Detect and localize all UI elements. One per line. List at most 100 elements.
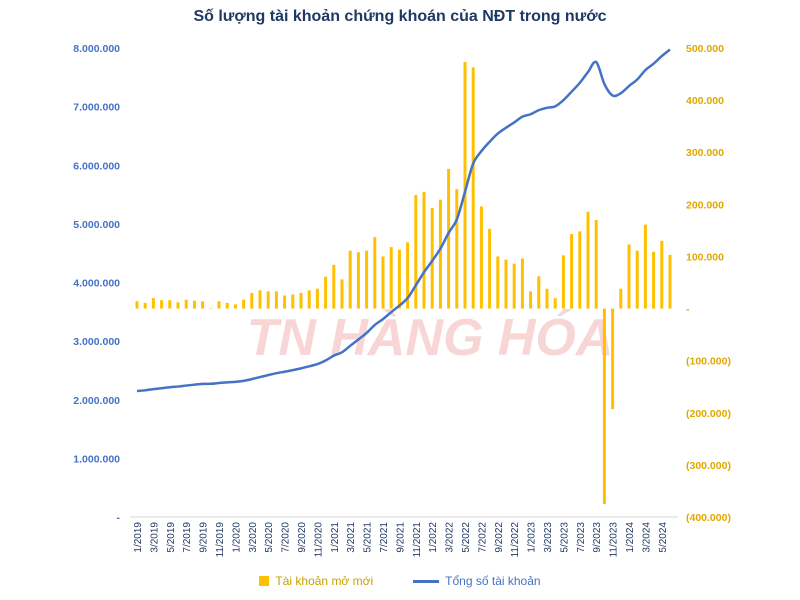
y-right-tick-label: 400.000 [686, 95, 724, 107]
y-right-tick-label: (400.000) [686, 512, 731, 524]
legend-swatch-bar [259, 576, 270, 586]
bar-new-accounts [422, 191, 426, 309]
x-tick-label: 7/2021 [379, 522, 390, 553]
y-right-tick-label: (200.000) [686, 408, 731, 420]
bar-new-accounts [545, 288, 549, 309]
bar-new-accounts [397, 249, 401, 309]
bar-new-accounts [578, 231, 582, 309]
bar-new-accounts [348, 250, 352, 309]
bar-new-accounts [135, 301, 139, 309]
x-tick-label: 3/2020 [248, 522, 259, 553]
bar-new-accounts [611, 308, 615, 410]
bar-new-accounts [570, 234, 574, 309]
bar-new-accounts [340, 279, 344, 309]
y-right-tick-label: 500.000 [686, 43, 724, 55]
x-tick-label: 11/2023 [609, 522, 620, 558]
x-tick-label: 11/2019 [215, 522, 226, 558]
bar-new-accounts [660, 240, 664, 309]
x-tick-label: 1/2024 [625, 522, 636, 553]
bar-new-accounts [627, 244, 631, 309]
x-tick-label: 5/2024 [658, 522, 669, 553]
bar-new-accounts [324, 276, 328, 309]
bar-new-accounts [389, 247, 393, 309]
x-tick-label: 7/2019 [182, 522, 193, 553]
y-left-tick-label: 4.000.000 [73, 278, 120, 290]
legend: Tài khoản mở mới Tổng số tài khoản [0, 574, 800, 588]
x-tick-label: 3/2022 [445, 522, 456, 553]
x-tick-label: 5/2020 [264, 522, 275, 553]
y-right-tick-label: 200.000 [686, 199, 724, 211]
y-left-tick-label: 3.000.000 [73, 336, 120, 348]
x-tick-label: 9/2019 [199, 522, 210, 553]
bar-new-accounts [479, 206, 483, 309]
bar-new-accounts [176, 302, 180, 309]
y-left-tick-label: 8.000.000 [73, 43, 120, 55]
bar-new-accounts [619, 288, 623, 309]
x-tick-label: 11/2020 [313, 522, 324, 558]
bar-new-accounts [537, 276, 541, 309]
y-left-tick-label: - [117, 512, 121, 524]
watermark-logo: TN HÀNG HÓA [247, 309, 614, 367]
bar-new-accounts [496, 256, 500, 309]
bar-new-accounts [471, 67, 475, 309]
bar-new-accounts [192, 300, 196, 309]
x-tick-label: 7/2020 [281, 522, 292, 553]
bar-new-accounts [586, 211, 590, 309]
bar-new-accounts [274, 291, 278, 309]
x-tick-label: 9/2022 [494, 522, 505, 553]
x-tick-label: 1/2019 [133, 522, 144, 553]
x-tick-label: 5/2022 [461, 522, 472, 553]
bar-new-accounts [455, 189, 459, 309]
bar-new-accounts [643, 224, 647, 309]
legend-item-new-accounts: Tài khoản mở mới [259, 574, 373, 588]
bar-new-accounts [225, 302, 229, 309]
x-tick-label: 9/2023 [592, 522, 603, 553]
bar-new-accounts [504, 259, 508, 309]
bar-new-accounts [283, 295, 287, 309]
bar-new-accounts [529, 291, 533, 309]
bar-new-accounts [406, 242, 410, 309]
y-left-tick-label: 2.000.000 [73, 395, 120, 407]
x-tick-label: 11/2022 [510, 522, 521, 558]
bar-new-accounts [520, 258, 524, 309]
bar-new-accounts [332, 264, 336, 309]
y-right-tick-label: (300.000) [686, 460, 731, 472]
bar-new-accounts [356, 252, 360, 309]
y-left-tick-label: 1.000.000 [73, 453, 120, 465]
x-tick-label: 1/2020 [231, 522, 242, 553]
bar-new-accounts [291, 294, 295, 309]
bar-new-accounts [233, 304, 237, 309]
y-right-tick-label: 100.000 [686, 251, 724, 263]
bar-new-accounts [602, 308, 606, 504]
x-tick-label: 9/2020 [297, 522, 308, 553]
x-tick-label: 1/2023 [527, 522, 538, 553]
y-right-tick-label: 300.000 [686, 147, 724, 159]
bar-new-accounts [561, 255, 565, 309]
legend-label-new-accounts: Tài khoản mở mới [275, 574, 374, 588]
bar-new-accounts [266, 291, 270, 309]
bar-new-accounts [250, 292, 254, 309]
x-tick-label: 11/2021 [412, 522, 423, 558]
x-tick-label: 3/2024 [641, 522, 652, 553]
bar-new-accounts [652, 251, 656, 309]
bar-new-accounts [184, 299, 188, 309]
bar-new-accounts [381, 256, 385, 309]
bar-new-accounts [299, 292, 303, 309]
bar-new-accounts [668, 254, 672, 309]
bar-new-accounts [553, 298, 557, 309]
x-tick-label: 5/2019 [166, 522, 177, 553]
x-tick-label: 7/2023 [576, 522, 587, 553]
bar-new-accounts [463, 62, 467, 309]
bar-new-accounts [168, 300, 172, 309]
bar-new-accounts [315, 288, 319, 309]
bar-new-accounts [635, 250, 639, 309]
legend-swatch-line [413, 579, 440, 583]
bar-new-accounts [447, 168, 451, 309]
bar-new-accounts [594, 219, 598, 309]
line-total-accounts [136, 48, 671, 393]
legend-item-total-accounts: Tổng số tài khoản [413, 574, 541, 588]
bar-new-accounts [242, 299, 246, 309]
bar-new-accounts [258, 290, 262, 309]
bar-new-accounts [217, 301, 221, 309]
